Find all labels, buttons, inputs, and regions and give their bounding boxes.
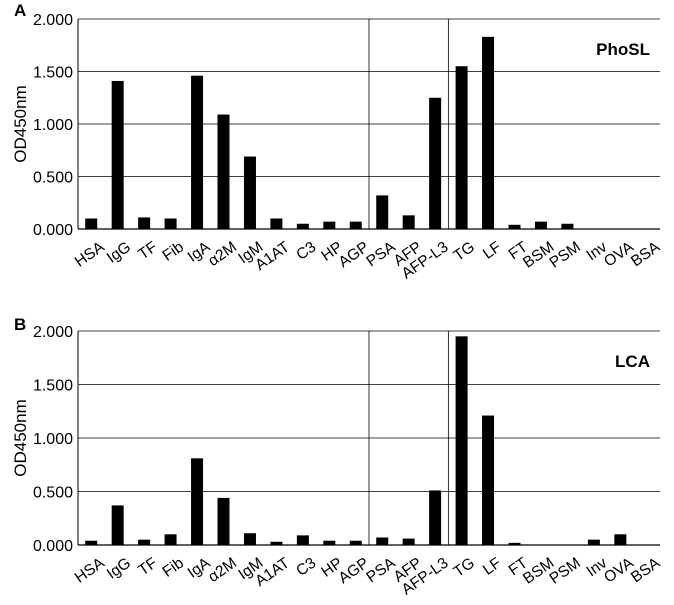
bar-Inv xyxy=(587,539,600,545)
bar-α2M xyxy=(217,497,230,545)
bar-A1AT xyxy=(270,218,283,229)
x-tick-label: Fib xyxy=(160,239,187,265)
bar-HP xyxy=(323,540,336,545)
y-tick-label: 1.500 xyxy=(33,65,73,82)
bar-FT xyxy=(508,542,521,545)
y-tick-label: 2.000 xyxy=(33,12,73,29)
bar-PSA xyxy=(376,195,389,229)
y-tick-label: 0.000 xyxy=(33,222,73,239)
x-tick-label: TG xyxy=(451,239,478,265)
x-tick-label: LF xyxy=(480,239,505,263)
x-tick-label: α2M xyxy=(205,555,240,586)
bar-PSA xyxy=(376,537,389,545)
x-tick-label: BSA xyxy=(628,554,664,586)
y-tick-label: 2.000 xyxy=(33,324,73,341)
y-axis-label: OD450nm xyxy=(11,85,30,162)
bar-BSM xyxy=(534,221,547,229)
bar-C3 xyxy=(296,535,309,545)
bar-AGP xyxy=(349,221,362,229)
x-tick-label: PSM xyxy=(547,239,584,272)
series-label: LCA xyxy=(615,352,650,371)
bar-TG xyxy=(455,66,468,229)
x-tick-label: HSA xyxy=(72,554,108,587)
bar-HSA xyxy=(85,218,98,229)
bar-IgM xyxy=(243,533,256,545)
bar-TF xyxy=(138,217,151,229)
bar-FT xyxy=(508,224,521,229)
bar-α2M xyxy=(217,114,230,229)
bar-TG xyxy=(455,336,468,545)
bar-LF xyxy=(482,415,495,545)
bar-Fib xyxy=(164,534,177,545)
series-label: PhoSL xyxy=(596,40,650,59)
y-tick-label: 1.000 xyxy=(33,431,73,448)
bar-IgG xyxy=(111,80,124,229)
y-tick-label: 0.000 xyxy=(33,538,73,555)
x-tick-label: TF xyxy=(135,239,160,264)
x-tick-label: α2M xyxy=(205,239,240,270)
x-tick-label: HSA xyxy=(72,238,108,271)
bar-IgA xyxy=(191,75,204,229)
x-tick-label: TG xyxy=(451,555,478,581)
bar-Fib xyxy=(164,218,177,229)
bar-IgG xyxy=(111,505,124,545)
y-tick-label: 0.500 xyxy=(33,485,73,502)
bar-AFP-L3 xyxy=(429,490,442,545)
x-tick-label: BSA xyxy=(628,238,664,270)
bar-AFP xyxy=(402,538,415,545)
y-tick-label: 1.000 xyxy=(33,117,73,134)
bar-LF xyxy=(482,36,495,229)
y-tick-label: 1.500 xyxy=(33,378,73,395)
x-tick-label: IgG xyxy=(104,555,134,583)
y-tick-label: 0.500 xyxy=(33,170,73,187)
bar-TF xyxy=(138,539,151,545)
bar-AFP-L3 xyxy=(429,97,442,229)
x-tick-label: IgG xyxy=(104,239,134,267)
bar-A1AT xyxy=(270,541,283,545)
x-tick-label: PSM xyxy=(547,555,584,588)
x-tick-label: LF xyxy=(480,555,505,579)
bar-IgA xyxy=(191,458,204,545)
panel-letter: A xyxy=(14,1,26,20)
x-tick-label: C3 xyxy=(293,555,319,580)
bar-C3 xyxy=(296,223,309,229)
bar-AGP xyxy=(349,540,362,545)
bar-IgM xyxy=(243,156,256,229)
bar-HSA xyxy=(85,540,98,545)
bar-HP xyxy=(323,221,336,229)
x-tick-label: Fib xyxy=(160,555,187,581)
x-tick-label: TF xyxy=(135,555,160,580)
x-tick-label: C3 xyxy=(293,239,319,264)
bar-OVA xyxy=(614,534,627,545)
bar-PSM xyxy=(561,223,574,229)
panel-letter: B xyxy=(14,315,26,334)
y-axis-label: OD450nm xyxy=(11,399,30,476)
bar-AFP xyxy=(402,215,415,229)
